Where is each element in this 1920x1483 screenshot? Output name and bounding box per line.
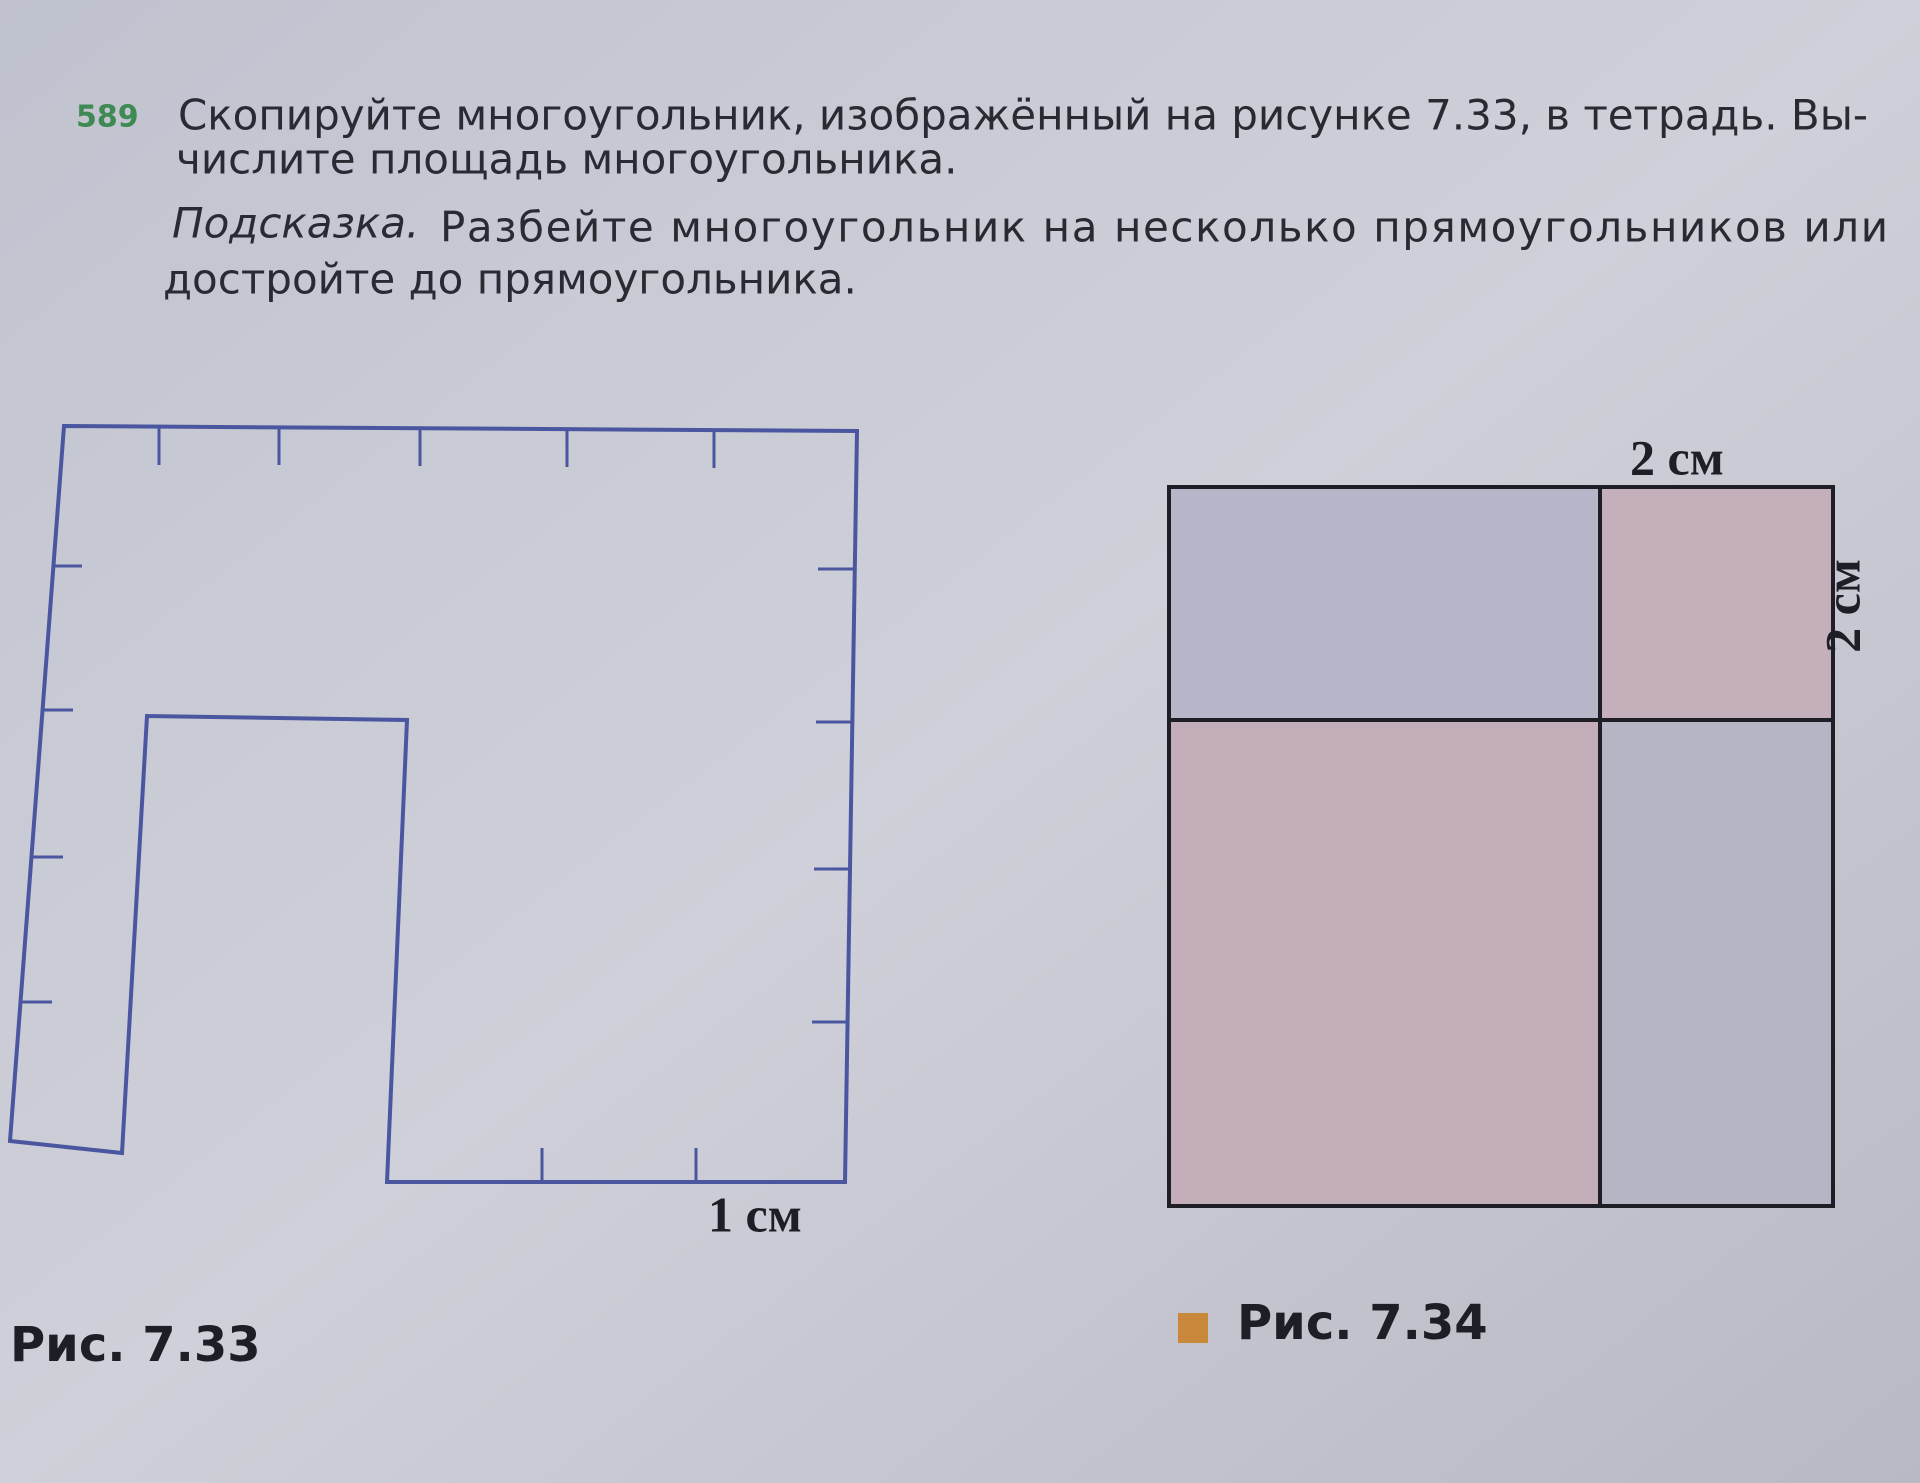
- hint-line: Разбейте многоугольник на несколько прям…: [440, 203, 1888, 252]
- marker: [1178, 1313, 1208, 1343]
- region: [1600, 720, 1833, 1206]
- region: [1169, 720, 1600, 1206]
- figure-caption: Рис. 7.34: [1237, 1295, 1488, 1351]
- problem-line: Скопируйте многоугольник, изображённый н…: [178, 91, 1868, 140]
- unit-label: 1 см: [708, 1186, 802, 1242]
- figure-7-33: 1 см Рис. 7.33: [7, 423, 860, 1373]
- figure-7-34: 2 см 2 см Рис. 7.34: [1167, 429, 1870, 1351]
- hint-label: Подсказка.: [172, 199, 419, 248]
- problem-line: числите площадь многоугольника.: [176, 135, 957, 184]
- hint-line: достройте до прямоугольника.: [163, 255, 857, 304]
- figure-caption: Рис. 7.33: [10, 1317, 261, 1373]
- region: [1600, 487, 1833, 720]
- side-label: 2 см: [1814, 559, 1870, 653]
- polygon: [7, 423, 860, 1184]
- problem-number: 589: [76, 100, 139, 135]
- square-outline: [1167, 485, 1835, 1208]
- top-label: 2 см: [1630, 429, 1724, 485]
- region: [1169, 487, 1600, 720]
